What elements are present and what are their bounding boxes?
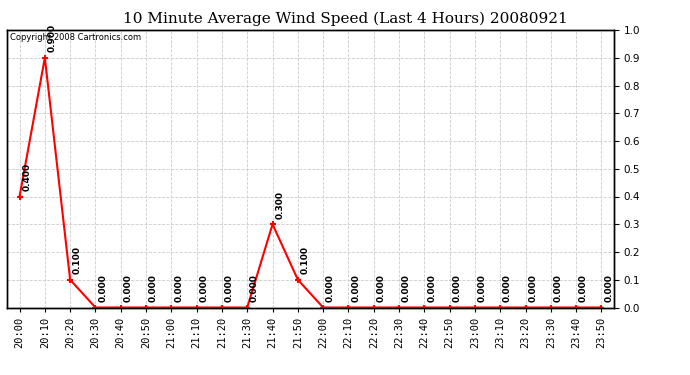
Text: 0.000: 0.000 — [402, 274, 411, 302]
Text: 0.000: 0.000 — [250, 274, 259, 302]
Text: 0.000: 0.000 — [377, 274, 386, 302]
Text: 0.100: 0.100 — [301, 246, 310, 274]
Text: 0.000: 0.000 — [326, 274, 335, 302]
Text: 0.000: 0.000 — [149, 274, 158, 302]
Text: 0.000: 0.000 — [604, 274, 613, 302]
Text: 0.000: 0.000 — [477, 274, 486, 302]
Text: 0.100: 0.100 — [73, 246, 82, 274]
Text: 0.000: 0.000 — [553, 274, 562, 302]
Text: 10 Minute Average Wind Speed (Last 4 Hours) 20080921: 10 Minute Average Wind Speed (Last 4 Hou… — [123, 11, 567, 26]
Text: 0.300: 0.300 — [275, 191, 284, 219]
Text: 0.900: 0.900 — [48, 24, 57, 52]
Text: Copyright 2008 Cartronics.com: Copyright 2008 Cartronics.com — [10, 33, 141, 42]
Text: 0.000: 0.000 — [351, 274, 360, 302]
Text: 0.000: 0.000 — [124, 274, 132, 302]
Text: 0.000: 0.000 — [174, 274, 183, 302]
Text: 0.000: 0.000 — [427, 274, 436, 302]
Text: 0.400: 0.400 — [22, 163, 31, 191]
Text: 0.000: 0.000 — [98, 274, 107, 302]
Text: 0.000: 0.000 — [225, 274, 234, 302]
Text: 0.000: 0.000 — [579, 274, 588, 302]
Text: 0.000: 0.000 — [199, 274, 208, 302]
Text: 0.000: 0.000 — [453, 274, 462, 302]
Text: 0.000: 0.000 — [503, 274, 512, 302]
Text: 0.000: 0.000 — [529, 274, 538, 302]
